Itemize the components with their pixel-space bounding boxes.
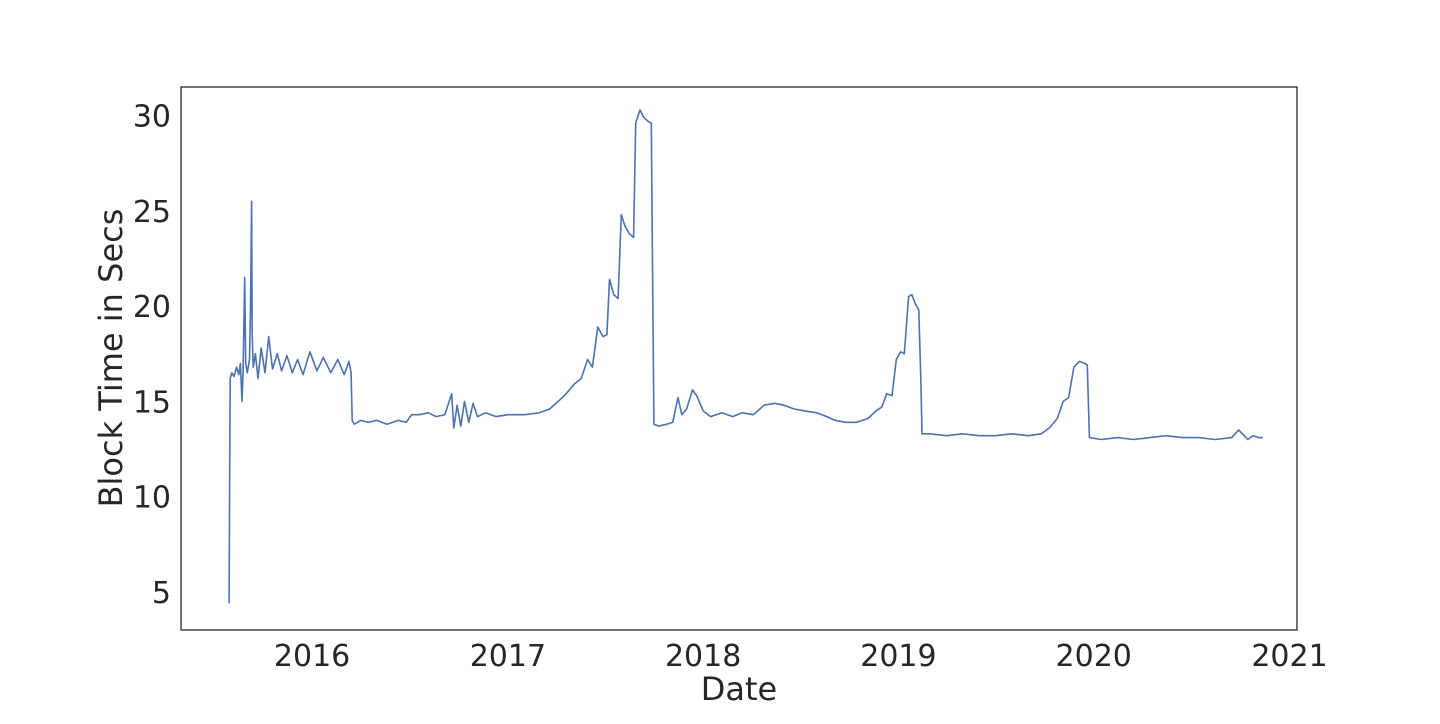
x-tick-label: 2019 [860, 639, 936, 674]
x-tick-label: 2017 [470, 639, 546, 674]
series-line [228, 109, 1263, 604]
y-axis-ticks: 5 10 15 20 25 30 [133, 100, 171, 611]
x-tick-label: 2020 [1056, 639, 1132, 674]
x-axis-title: Date [701, 670, 777, 708]
x-tick-label: 2016 [274, 639, 350, 674]
y-tick-label: 5 [152, 576, 171, 611]
y-tick-label: 15 [133, 385, 171, 420]
plot-frame [180, 86, 1298, 631]
x-tick-label: 2018 [665, 639, 741, 674]
x-tick-label: 2021 [1251, 639, 1327, 674]
y-tick-label: 20 [133, 290, 171, 325]
x-axis-ticks: 2016 2017 2018 2019 2020 2021 [274, 639, 1328, 674]
y-axis-title: Block Time in Secs [92, 209, 130, 508]
y-tick-label: 10 [133, 481, 171, 516]
y-tick-label: 25 [133, 195, 171, 230]
series-layer [228, 109, 1263, 604]
y-tick-label: 30 [133, 100, 171, 135]
